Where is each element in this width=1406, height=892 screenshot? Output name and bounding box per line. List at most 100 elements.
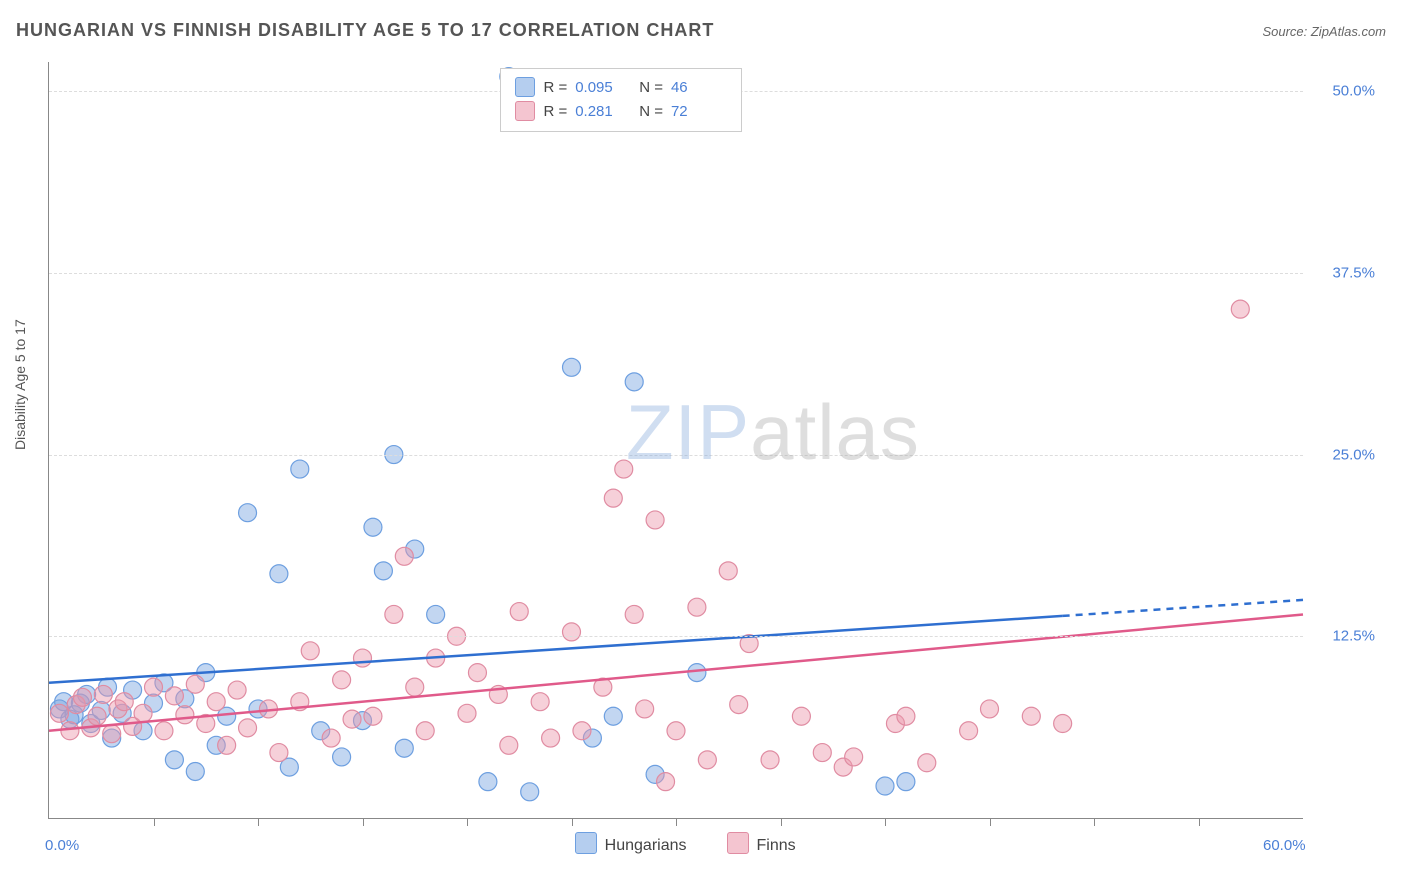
scatter-point bbox=[625, 373, 643, 391]
scatter-point bbox=[94, 685, 112, 703]
scatter-point bbox=[542, 729, 560, 747]
scatter-point bbox=[374, 562, 392, 580]
scatter-point bbox=[239, 504, 257, 522]
scatter-point bbox=[239, 719, 257, 737]
stats-row: R =0.281N =72 bbox=[515, 99, 727, 123]
y-tick-label: 50.0% bbox=[1332, 83, 1375, 100]
scatter-point bbox=[531, 693, 549, 711]
scatter-point bbox=[813, 744, 831, 762]
scatter-point bbox=[719, 562, 737, 580]
scatter-point bbox=[333, 671, 351, 689]
scatter-point bbox=[61, 722, 79, 740]
scatter-point bbox=[228, 681, 246, 699]
stats-n-label: N = bbox=[639, 103, 663, 120]
scatter-point bbox=[730, 696, 748, 714]
scatter-point bbox=[134, 704, 152, 722]
scatter-point bbox=[960, 722, 978, 740]
legend-swatch bbox=[727, 832, 749, 854]
legend-swatch bbox=[575, 832, 597, 854]
scatter-point bbox=[604, 707, 622, 725]
bottom-legend: Hungarians Finns bbox=[575, 832, 796, 855]
scatter-point bbox=[646, 511, 664, 529]
scatter-point bbox=[343, 710, 361, 728]
scatter-point bbox=[688, 664, 706, 682]
scatter-point bbox=[479, 773, 497, 791]
scatter-point bbox=[165, 751, 183, 769]
scatter-point bbox=[115, 693, 133, 711]
y-tick-label: 37.5% bbox=[1332, 264, 1375, 281]
plot-area: ZIPatlas R =0.095N =46R =0.281N =72 12.5… bbox=[48, 62, 1303, 819]
scatter-point bbox=[1022, 707, 1040, 725]
scatter-point bbox=[218, 736, 236, 754]
stats-n-value: 72 bbox=[671, 103, 727, 120]
x-tick-mark bbox=[154, 818, 155, 826]
source-label: Source: ZipAtlas.com bbox=[1262, 24, 1386, 39]
scatter-point bbox=[427, 605, 445, 623]
legend-item: Finns bbox=[727, 832, 796, 855]
stats-legend-box: R = 0.095 N = 46R = 0.281 N = 72 bbox=[500, 68, 742, 132]
scatter-point bbox=[563, 623, 581, 641]
scatter-point bbox=[364, 707, 382, 725]
scatter-point bbox=[165, 687, 183, 705]
scatter-point bbox=[510, 603, 528, 621]
x-tick-mark bbox=[885, 818, 886, 826]
scatter-point bbox=[103, 725, 121, 743]
scatter-point bbox=[395, 739, 413, 757]
y-tick-label: 25.0% bbox=[1332, 446, 1375, 463]
scatter-point bbox=[563, 358, 581, 376]
y-tick-label: 12.5% bbox=[1332, 628, 1375, 645]
scatter-point bbox=[416, 722, 434, 740]
x-tick-mark bbox=[1094, 818, 1095, 826]
legend-item: Hungarians bbox=[575, 832, 687, 855]
y-axis-label: Disability Age 5 to 17 bbox=[12, 319, 28, 450]
scatter-point bbox=[186, 762, 204, 780]
scatter-point bbox=[573, 722, 591, 740]
x-tick-mark bbox=[467, 818, 468, 826]
x-tick-mark bbox=[676, 818, 677, 826]
stats-r-value: 0.095 bbox=[575, 79, 631, 96]
stats-row: R = 0.095 N = 46 bbox=[515, 75, 727, 99]
scatter-point bbox=[636, 700, 654, 718]
scatter-point bbox=[604, 489, 622, 507]
scatter-point bbox=[468, 664, 486, 682]
stats-r-value: 0.281 bbox=[575, 103, 631, 120]
scatter-point bbox=[395, 547, 413, 565]
scatter-point bbox=[364, 518, 382, 536]
scatter-point bbox=[270, 744, 288, 762]
scatter-point bbox=[845, 748, 863, 766]
x-tick-mark bbox=[990, 818, 991, 826]
scatter-point bbox=[458, 704, 476, 722]
x-tick-mark bbox=[363, 818, 364, 826]
stats-n-value: 46 bbox=[671, 79, 727, 96]
x-tick-mark bbox=[572, 818, 573, 826]
scatter-point bbox=[186, 675, 204, 693]
stats-r-label: R = bbox=[543, 79, 567, 96]
scatter-svg bbox=[49, 62, 1303, 818]
scatter-point bbox=[207, 693, 225, 711]
scatter-point bbox=[521, 783, 539, 801]
x-tick-mark bbox=[1199, 818, 1200, 826]
scatter-point bbox=[500, 736, 518, 754]
scatter-point bbox=[155, 722, 173, 740]
stats-swatch bbox=[515, 101, 535, 121]
x-tick-label: 0.0% bbox=[45, 837, 79, 854]
scatter-point bbox=[625, 605, 643, 623]
legend-label: Finns bbox=[757, 837, 796, 854]
scatter-point bbox=[291, 460, 309, 478]
scatter-point bbox=[176, 706, 194, 724]
scatter-point bbox=[301, 642, 319, 660]
scatter-point bbox=[981, 700, 999, 718]
stats-swatch bbox=[515, 77, 535, 97]
stats-n-label: N = bbox=[639, 79, 663, 96]
scatter-point bbox=[792, 707, 810, 725]
gridline bbox=[49, 636, 1303, 637]
trend-line-extrapolated bbox=[1063, 600, 1303, 616]
scatter-point bbox=[1054, 715, 1072, 733]
scatter-point bbox=[406, 678, 424, 696]
scatter-point bbox=[897, 773, 915, 791]
scatter-point bbox=[657, 773, 675, 791]
scatter-point bbox=[333, 748, 351, 766]
scatter-point bbox=[615, 460, 633, 478]
scatter-point bbox=[73, 688, 91, 706]
scatter-point bbox=[270, 565, 288, 583]
